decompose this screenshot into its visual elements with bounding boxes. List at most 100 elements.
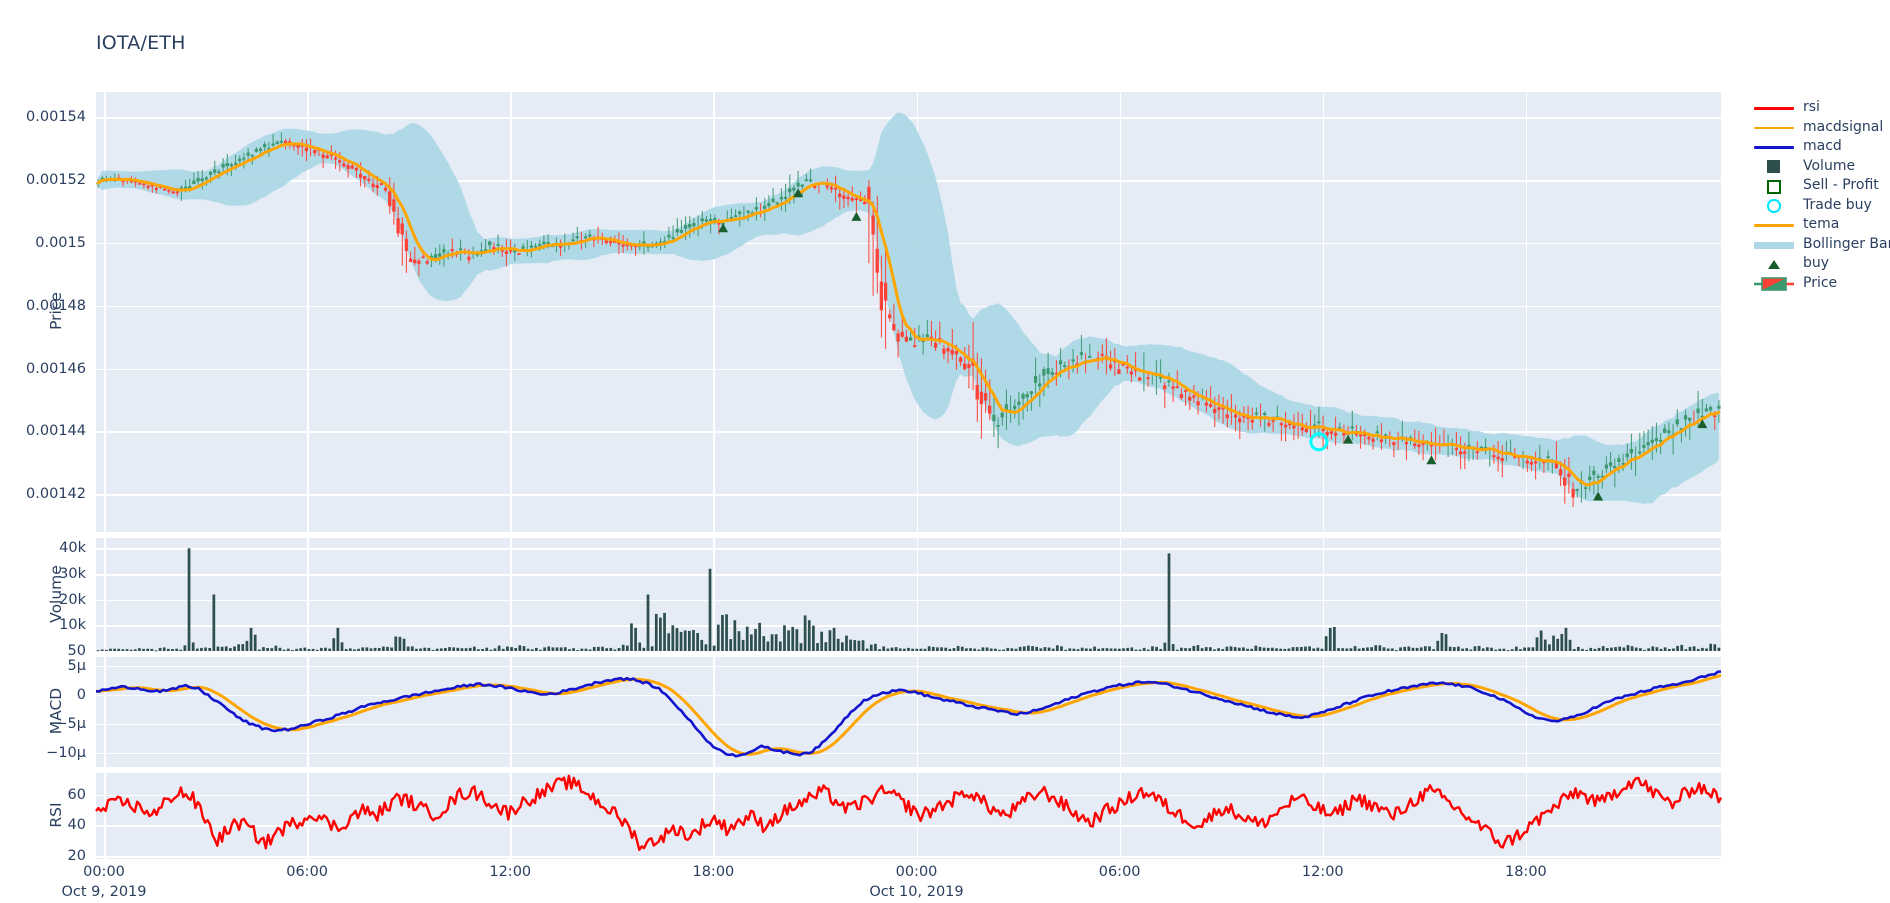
- volume-tick-label: 30k: [59, 565, 86, 582]
- gridline-vertical: [1525, 773, 1528, 859]
- legend-label: macd: [1803, 138, 1842, 154]
- legend-item-macd[interactable]: macd: [1752, 139, 1890, 154]
- gridline-vertical: [510, 657, 512, 767]
- trade-buy-marker: [1309, 432, 1329, 452]
- rsi-tick-label: 20: [67, 847, 86, 864]
- rsi-panel: [95, 773, 1723, 859]
- buy-marker: [718, 223, 729, 233]
- triangle-up-icon: [1752, 256, 1796, 271]
- chart-legend: rsi macdsignal macd Volume Sell - Profit Trad…: [1752, 100, 1890, 291]
- legend-item-sell-profit[interactable]: Sell - Profit: [1752, 177, 1890, 194]
- legend-item-rsi[interactable]: rsi: [1752, 100, 1890, 115]
- legend-label: macdsignal: [1803, 118, 1884, 135]
- x-tick-label: 18:00: [1504, 864, 1547, 880]
- gridline: [96, 494, 1721, 496]
- x-date-label: Oct 10, 2019: [869, 884, 964, 900]
- gridline-vertical: [104, 92, 106, 532]
- gridline: [96, 431, 1721, 434]
- x-date-label: Oct 9, 2019: [61, 884, 147, 900]
- volume-tick-label: 40k: [59, 540, 86, 557]
- gridline-vertical: [1525, 657, 1528, 767]
- tema-line: [96, 142, 1721, 487]
- volume-tick-label: 20k: [59, 591, 86, 608]
- legend-label: Volume: [1803, 157, 1856, 174]
- gridline: [96, 855, 1721, 858]
- legend-label: Sell - Profit: [1803, 177, 1879, 193]
- gridline-vertical: [510, 92, 512, 532]
- gridline-vertical: [1525, 538, 1528, 651]
- gridline-vertical: [104, 657, 106, 767]
- price-tick-label: 0.00144: [26, 423, 86, 440]
- gridline-vertical: [510, 538, 512, 651]
- x-tick-label: 06:00: [1098, 864, 1141, 880]
- band-icon: [1752, 237, 1796, 252]
- gridline-vertical: [713, 92, 715, 532]
- gridline: [96, 694, 1721, 697]
- macd-line: [95, 670, 1722, 758]
- circle-open-icon: [1752, 198, 1796, 213]
- gridline: [96, 752, 1721, 755]
- gridline: [96, 794, 1721, 797]
- legend-label: tema: [1803, 216, 1840, 232]
- gridline-vertical: [916, 773, 919, 859]
- gridline: [96, 665, 1721, 668]
- line-icon: [1752, 120, 1796, 135]
- gridline: [96, 723, 1721, 726]
- gridline-vertical: [1322, 538, 1325, 651]
- gridline-vertical: [1119, 538, 1122, 651]
- macd-tick-label: −5µ: [55, 715, 86, 732]
- gridline-vertical: [916, 538, 919, 651]
- price-tick-label: 0.00152: [26, 172, 86, 188]
- x-tick-label: 00:00: [895, 864, 938, 880]
- line-icon: [1752, 139, 1796, 154]
- bollinger-band: [98, 112, 1719, 504]
- gridline: [96, 599, 1721, 602]
- square-open-icon: [1752, 178, 1796, 194]
- x-tick-label: 12:00: [489, 864, 532, 880]
- gridline: [96, 625, 1721, 627]
- gridline-vertical: [713, 657, 715, 767]
- buy-marker: [1697, 419, 1708, 429]
- legend-item-price[interactable]: Price: [1752, 275, 1890, 291]
- legend-item-macdsignal[interactable]: macdsignal: [1752, 118, 1890, 135]
- gridline-vertical: [713, 538, 715, 651]
- buy-markers: [718, 188, 1708, 501]
- volume-panel: [96, 538, 1721, 653]
- buy-marker: [793, 188, 804, 198]
- gridline-vertical: [1322, 92, 1325, 532]
- volume-bars: [96, 548, 1721, 652]
- price-tick-label: 0.00148: [26, 297, 86, 314]
- rsi-line: [95, 774, 1723, 851]
- price-tick-label: 0.00146: [26, 360, 86, 377]
- x-tick-label: 00:00: [83, 864, 125, 880]
- price-tick-label: 0.00154: [26, 109, 86, 126]
- legend-item-volume[interactable]: Volume: [1752, 157, 1890, 174]
- buy-marker: [1593, 491, 1604, 501]
- rsi-tick-label: 40: [67, 817, 86, 834]
- macd-tick-label: −10µ: [46, 744, 86, 761]
- legend-label: rsi: [1803, 99, 1820, 115]
- gridline-vertical: [307, 657, 309, 767]
- gridline-vertical: [1119, 773, 1122, 859]
- macd-panel: [95, 657, 1722, 767]
- rsi-tick-label: 60: [67, 786, 86, 803]
- buy-marker: [851, 211, 862, 221]
- legend-item-trade-buy[interactable]: Trade buy: [1752, 197, 1890, 213]
- legend-item-tema[interactable]: tema: [1752, 217, 1890, 232]
- gridline-vertical: [1119, 657, 1122, 767]
- price-panel: [96, 92, 1721, 532]
- legend-item-bollinger-band[interactable]: Bollinger Band: [1752, 236, 1890, 252]
- gridline-vertical: [510, 773, 512, 859]
- gridline-vertical: [104, 538, 106, 651]
- legend-label: buy: [1803, 255, 1830, 271]
- page-title: IOTA/ETH: [96, 32, 186, 54]
- x-tick-label: 12:00: [1301, 864, 1344, 880]
- gridline-vertical: [307, 773, 309, 859]
- gridline-vertical: [1322, 773, 1325, 859]
- line-icon: [1752, 100, 1796, 115]
- rsi-series-layer: [95, 774, 1723, 851]
- price-tick-label: 0.0015: [35, 234, 86, 251]
- legend-item-buy[interactable]: buy: [1752, 256, 1890, 271]
- macd-series-layer: [95, 670, 1722, 758]
